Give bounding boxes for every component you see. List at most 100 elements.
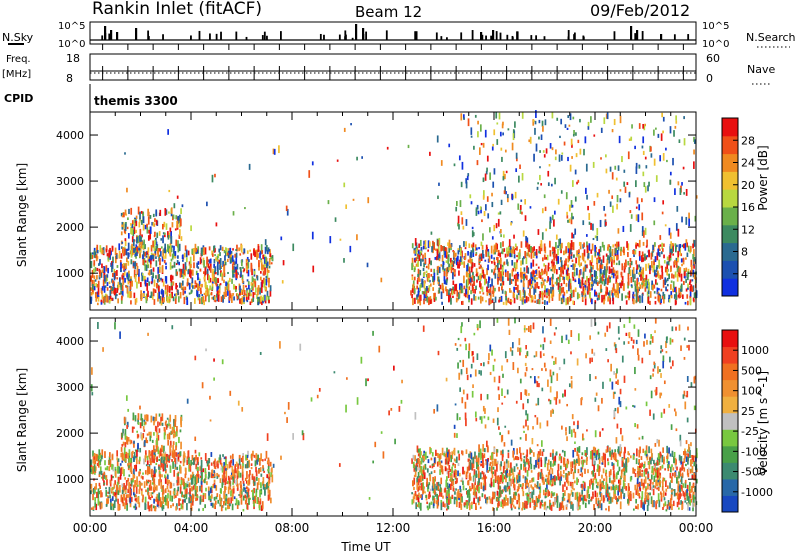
echo-cell <box>496 243 499 250</box>
echo-cell <box>542 448 545 452</box>
echo-cell <box>484 173 487 181</box>
echo-cell <box>653 459 655 465</box>
echo-cell <box>118 277 121 285</box>
echo-cell <box>669 179 672 185</box>
echo-cell <box>256 253 258 260</box>
echo-cell <box>607 296 609 302</box>
echo-cell <box>572 116 575 120</box>
echo-cell <box>93 457 96 466</box>
echo-cell <box>191 454 194 461</box>
echo-cell <box>535 499 538 508</box>
echo-cell <box>125 285 128 288</box>
echo-cell <box>221 466 224 473</box>
echo-cell <box>435 296 437 301</box>
echo-cell <box>638 272 641 275</box>
echo-cell <box>106 465 109 471</box>
echo-cell <box>162 223 164 230</box>
echo-cell <box>154 471 157 478</box>
echo-cell <box>260 482 262 488</box>
echo-cell <box>624 295 627 299</box>
echo-cell <box>141 234 143 238</box>
echo-cell <box>602 278 605 282</box>
echo-cell <box>646 239 648 247</box>
echo-cell <box>123 447 126 456</box>
echo-cell <box>562 505 565 511</box>
echo-cell <box>594 300 597 304</box>
echo-cell <box>452 463 454 467</box>
echo-cell <box>236 504 239 509</box>
echo-cell <box>97 280 100 288</box>
echo-cell <box>490 477 493 486</box>
echo-cell <box>209 277 212 283</box>
echo-cell <box>513 249 516 255</box>
echo-cell <box>435 256 438 261</box>
echo-cell <box>268 472 271 479</box>
echo-cell <box>449 262 452 271</box>
echo-cell <box>220 272 223 277</box>
echo-cell <box>455 257 458 266</box>
echo-cell <box>450 257 452 263</box>
echo-cell <box>413 493 416 500</box>
echo-cell <box>489 285 492 293</box>
echo-cell <box>522 291 525 296</box>
echo-cell <box>493 257 496 260</box>
echo-cell <box>577 179 580 183</box>
echo-cell <box>475 209 478 216</box>
echo-cell <box>461 262 464 265</box>
echo-cell <box>562 270 565 275</box>
echo-cell <box>549 221 551 230</box>
echo-cell <box>479 275 481 280</box>
echo-cell <box>631 124 633 129</box>
echo-cell <box>496 256 498 261</box>
echo-cell <box>612 267 615 274</box>
echo-cell <box>197 283 199 291</box>
echo-cell <box>503 476 506 480</box>
echo-cell <box>127 278 130 285</box>
echo-cell <box>204 473 207 479</box>
echo-cell <box>188 456 190 465</box>
echo-cell <box>519 164 521 169</box>
echo-cell <box>634 283 637 292</box>
echo-cell <box>487 264 489 271</box>
echo-cell <box>135 497 138 503</box>
echo-cell <box>481 274 483 278</box>
echo-cell <box>511 142 514 151</box>
echo-cell <box>193 285 196 290</box>
echo-cell <box>120 231 123 236</box>
echo-cell <box>552 289 555 297</box>
echo-cell <box>550 261 553 264</box>
echo-cell <box>682 166 685 170</box>
echo-cell <box>606 112 609 120</box>
echo-cell <box>621 263 624 271</box>
echo-cell <box>97 455 100 462</box>
echo-cell <box>650 153 653 158</box>
echo-cell <box>674 287 676 293</box>
echo-cell <box>630 260 633 266</box>
echo-cell <box>487 281 489 289</box>
echo-cell <box>611 287 614 293</box>
echo-cell <box>262 467 265 472</box>
echo-cell <box>150 415 153 423</box>
echo-cell <box>161 456 163 463</box>
echo-cell <box>504 253 507 258</box>
echo-cell <box>453 250 455 258</box>
echo-cell <box>424 298 427 301</box>
echo-cell <box>614 273 617 277</box>
echo-cell <box>235 248 238 251</box>
echo-cell <box>584 296 587 299</box>
echo-cell <box>599 484 601 493</box>
echo-cell <box>494 458 497 467</box>
echo-cell <box>264 458 267 461</box>
echo-cell <box>121 443 124 447</box>
echo-cell <box>441 245 444 251</box>
echo-cell <box>151 482 154 485</box>
echo-cell <box>460 181 463 188</box>
echo-cell <box>514 191 517 199</box>
echo-cell <box>595 478 598 484</box>
echo-cell <box>438 267 441 274</box>
echo-cell <box>484 494 486 499</box>
echo-cell <box>633 294 636 297</box>
echo-cell <box>600 157 602 160</box>
echo-cell <box>611 195 614 199</box>
echo-cell <box>97 287 100 295</box>
